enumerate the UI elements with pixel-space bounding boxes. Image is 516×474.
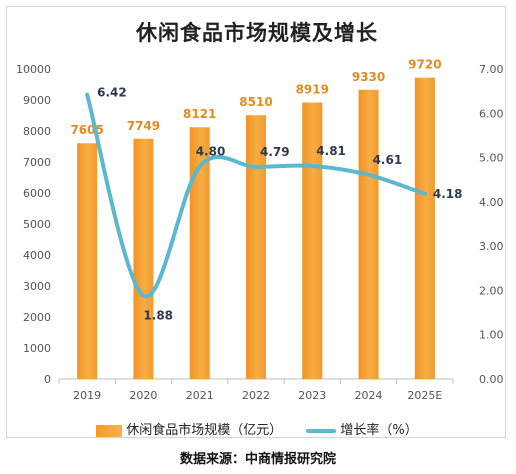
bar-value-label: 8121 [183,107,216,121]
left-tick-label: 0 [44,373,51,386]
right-tick-label: 7.00 [479,63,504,76]
rate-line-group [85,92,427,299]
bar [246,115,266,379]
chart-title: 休闲食品市场规模及增长 [136,21,378,45]
bar-value-label: 9330 [352,70,385,84]
legend-item-rate: 增长率（%） [306,419,418,438]
legend-item-size: 休闲食品市场规模（亿元） [96,419,282,438]
rate-value-label: 1.88 [143,309,173,323]
right-tick-label: 4.00 [479,196,504,209]
right-tick-label: 1.00 [479,329,504,342]
legend-line-swatch [306,428,337,433]
rate-value-label: 4.61 [373,153,403,167]
bar [77,143,98,379]
rate-value-label: 4.79 [260,145,290,159]
bar-value-label: 9720 [408,58,441,72]
x-tick-label: 2019 [73,389,101,402]
x-tick-label: 2025E [407,389,442,402]
rate-line [85,92,427,299]
rate-value-label: 6.42 [97,86,127,100]
bar [189,127,210,380]
legend-size-label: 休闲食品市场规模（亿元） [126,423,283,438]
rate-value-label: 4.80 [196,144,226,158]
bar [358,89,379,380]
left-tick-label: 6000 [23,187,51,200]
left-tick-label: 5000 [23,218,51,231]
left-tick-label: 1000 [23,342,51,355]
left-tick-label: 3000 [23,280,51,293]
rate-value-label: 4.81 [316,144,346,158]
right-tick-label: 6.00 [479,107,504,120]
left-tick-label: 9000 [23,94,51,107]
x-tick-label: 2020 [129,389,157,402]
rate-value-label: 4.18 [433,187,463,201]
bar-value-label: 7605 [70,123,103,137]
right-tick-label: 3.00 [479,240,504,253]
right-axis: 0.00 1.00 2.00 3.00 4.00 5.00 6.00 7.00 [479,63,504,386]
bar-value-label: 7749 [127,119,160,133]
chart-frame: 休闲食品市场规模及增长 0 1000 2000 3000 4000 5000 6000 700… [6,6,506,438]
bars [77,77,435,380]
legend: 休闲食品市场规模（亿元） 增长率（%） [7,419,507,438]
bar [133,138,154,379]
bar-value-label: 8919 [296,83,329,97]
right-tick-label: 5.00 [479,152,504,165]
legend-rate-label: 增长率（%） [340,423,418,438]
bar-value-label: 8510 [239,95,272,109]
left-tick-label: 2000 [23,311,51,324]
x-tick-label: 2021 [186,389,214,402]
chart-svg: 0 1000 2000 3000 4000 5000 6000 7000 8000 9000 100… [16,58,504,402]
bar [302,102,323,380]
legend-bar-swatch [96,424,123,437]
left-tick-label: 7000 [23,156,51,169]
left-tick-label: 4000 [23,249,51,262]
source-note: 数据来源：中商情报研究院 [179,452,336,467]
bar [414,77,435,380]
left-tick-label: 8000 [23,125,51,138]
left-tick-label: 10000 [16,63,51,76]
right-tick-label: 2.00 [479,284,504,297]
x-tick-label: 2024 [355,389,383,402]
left-axis: 0 1000 2000 3000 4000 5000 6000 7000 8000 9000 100… [16,63,51,386]
rate-labels: 6.42 1.88 4.80 4.79 4.81 4.61 4.18 [97,86,462,323]
right-tick-label: 0.00 [479,373,504,386]
x-tick-label: 2022 [242,389,270,402]
x-tick-label: 2023 [298,389,326,402]
x-axis: 2019 2020 2021 2022 2023 2024 2025E [58,378,454,402]
